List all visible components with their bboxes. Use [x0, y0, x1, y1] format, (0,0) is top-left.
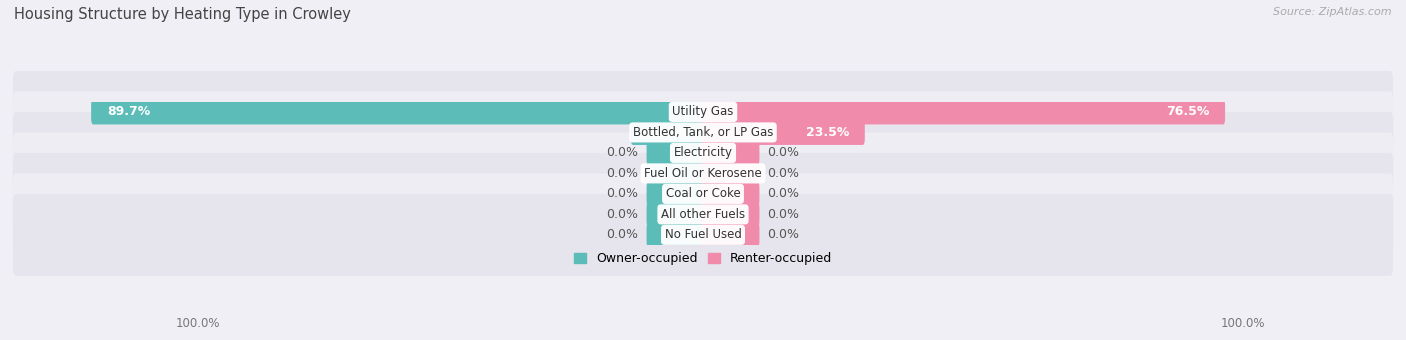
FancyBboxPatch shape [702, 222, 759, 248]
FancyBboxPatch shape [702, 99, 1225, 124]
Text: 0.0%: 0.0% [768, 187, 800, 200]
Text: No Fuel Used: No Fuel Used [665, 228, 741, 241]
FancyBboxPatch shape [702, 202, 759, 227]
Text: Utility Gas: Utility Gas [672, 105, 734, 118]
FancyBboxPatch shape [13, 194, 1393, 276]
FancyBboxPatch shape [13, 71, 1393, 153]
Text: 0.0%: 0.0% [606, 208, 638, 221]
FancyBboxPatch shape [13, 112, 1393, 194]
Text: 100.0%: 100.0% [1220, 317, 1265, 330]
Text: Coal or Coke: Coal or Coke [665, 187, 741, 200]
FancyBboxPatch shape [647, 140, 704, 166]
FancyBboxPatch shape [702, 140, 759, 166]
Text: 0.0%: 0.0% [606, 228, 638, 241]
FancyBboxPatch shape [702, 161, 759, 186]
Text: 76.5%: 76.5% [1166, 105, 1209, 118]
Text: Electricity: Electricity [673, 147, 733, 159]
Text: 0.0%: 0.0% [768, 167, 800, 180]
Text: All other Fuels: All other Fuels [661, 208, 745, 221]
Text: 100.0%: 100.0% [176, 317, 221, 330]
Text: Housing Structure by Heating Type in Crowley: Housing Structure by Heating Type in Cro… [14, 7, 352, 22]
Text: 0.0%: 0.0% [768, 208, 800, 221]
Text: Fuel Oil or Kerosene: Fuel Oil or Kerosene [644, 167, 762, 180]
FancyBboxPatch shape [91, 99, 704, 124]
FancyBboxPatch shape [702, 120, 865, 145]
FancyBboxPatch shape [13, 132, 1393, 215]
FancyBboxPatch shape [13, 153, 1393, 235]
FancyBboxPatch shape [13, 173, 1393, 255]
FancyBboxPatch shape [631, 120, 704, 145]
FancyBboxPatch shape [647, 202, 704, 227]
FancyBboxPatch shape [647, 161, 704, 186]
FancyBboxPatch shape [702, 181, 759, 206]
Text: 0.0%: 0.0% [606, 167, 638, 180]
Text: 0.0%: 0.0% [606, 147, 638, 159]
Text: 0.0%: 0.0% [768, 228, 800, 241]
Text: Bottled, Tank, or LP Gas: Bottled, Tank, or LP Gas [633, 126, 773, 139]
FancyBboxPatch shape [647, 222, 704, 248]
FancyBboxPatch shape [13, 91, 1393, 173]
Text: 23.5%: 23.5% [806, 126, 849, 139]
Legend: Owner-occupied, Renter-occupied: Owner-occupied, Renter-occupied [568, 248, 838, 270]
Text: 89.7%: 89.7% [107, 105, 150, 118]
Text: Source: ZipAtlas.com: Source: ZipAtlas.com [1274, 7, 1392, 17]
Text: 0.0%: 0.0% [606, 187, 638, 200]
Text: 0.0%: 0.0% [768, 147, 800, 159]
FancyBboxPatch shape [647, 181, 704, 206]
Text: 10.3%: 10.3% [647, 126, 690, 139]
